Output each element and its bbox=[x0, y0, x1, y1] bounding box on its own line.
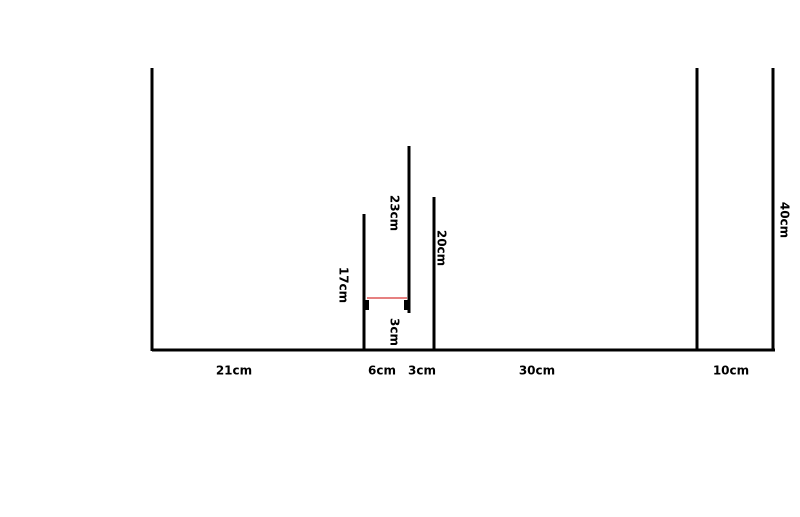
stopper bbox=[365, 300, 369, 310]
dimension-label: 3cm bbox=[388, 318, 402, 346]
dimension-label: 6cm bbox=[368, 364, 396, 378]
dimension-label: 23cm bbox=[388, 195, 402, 231]
dimension-label: 40cm bbox=[778, 202, 792, 238]
dimension-label: 21cm bbox=[216, 364, 252, 378]
dimension-label: 30cm bbox=[519, 364, 555, 378]
dimension-label: 17cm bbox=[337, 267, 351, 303]
dimension-label: 10cm bbox=[713, 364, 749, 378]
dimension-label: 20cm bbox=[435, 230, 449, 266]
dimension-label: 3cm bbox=[408, 364, 436, 378]
stopper bbox=[404, 300, 408, 310]
